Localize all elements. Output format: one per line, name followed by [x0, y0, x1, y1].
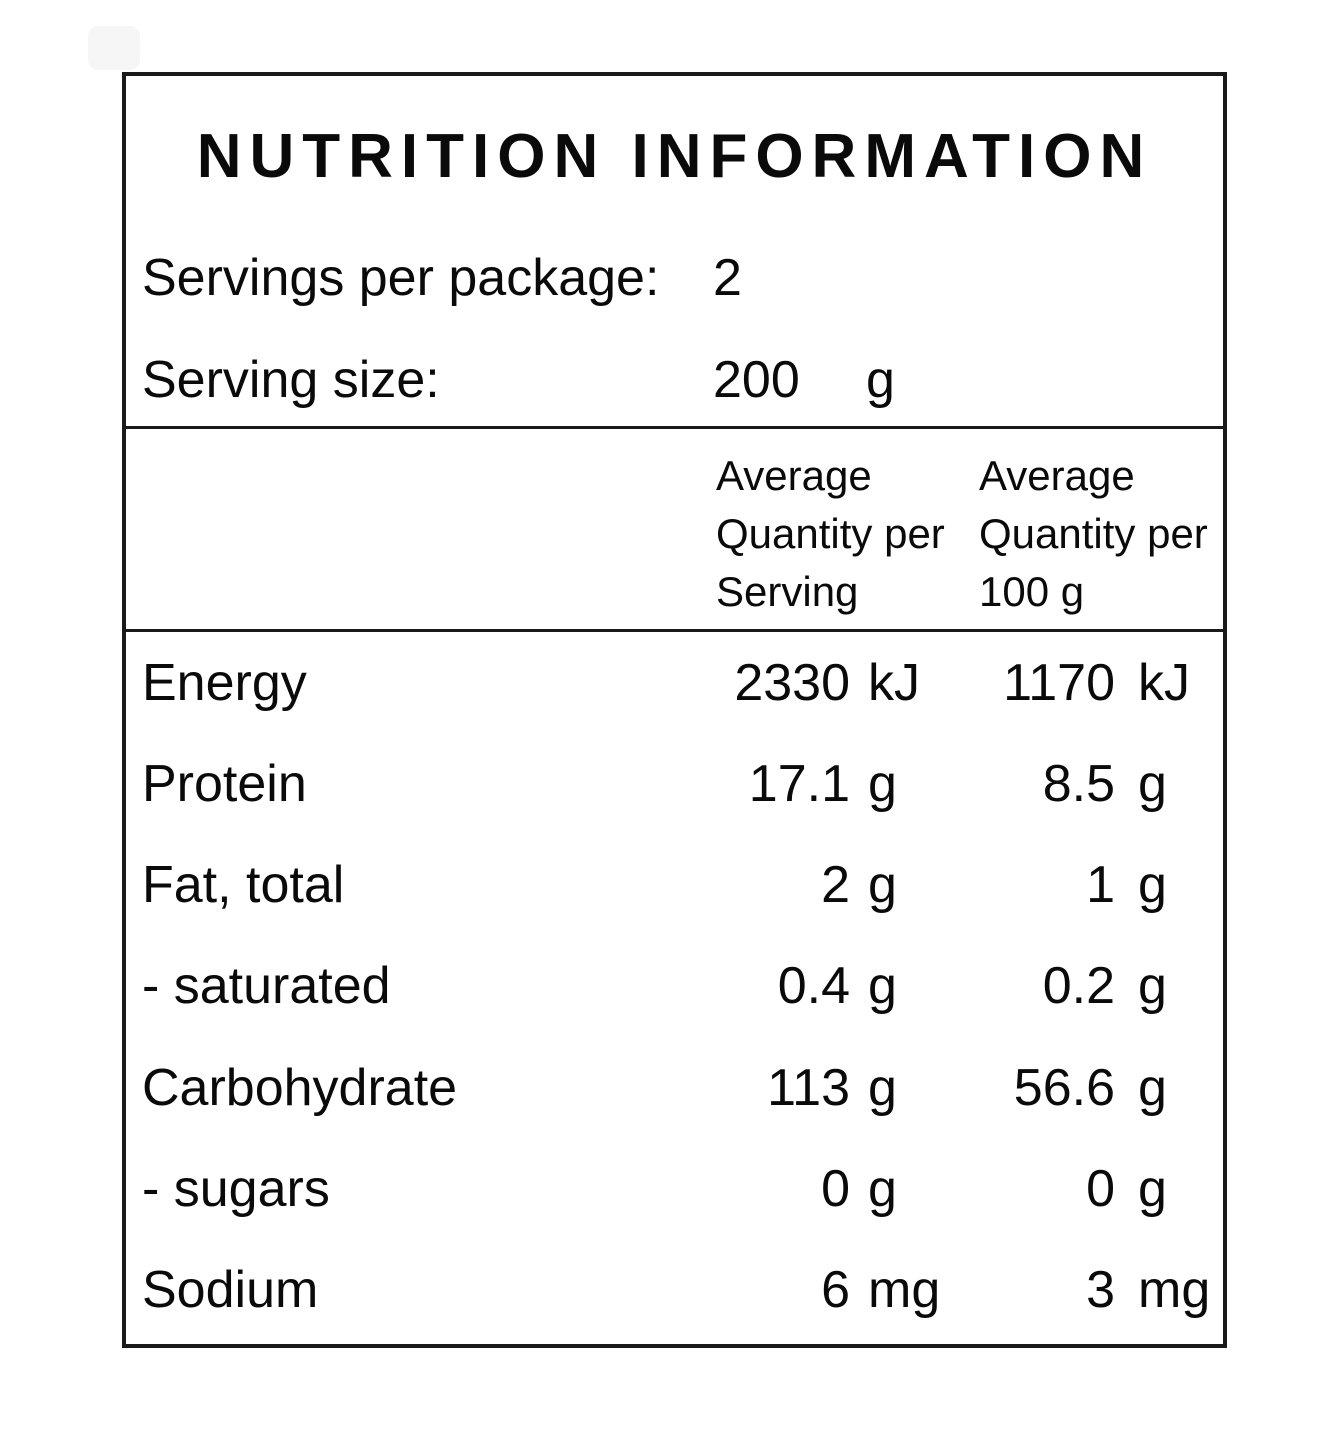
- serving-size-label: Serving size:: [142, 351, 440, 409]
- per-100g-unit: g: [1138, 1058, 1167, 1117]
- table-row-sugars: - sugars 0 g 0 g: [126, 1138, 1223, 1239]
- table-row-fat-total: Fat, total 2 g 1 g: [126, 835, 1223, 936]
- nutrient-name: - sugars: [142, 1160, 330, 1219]
- serving-size-row: Serving size: 200 g: [126, 352, 1223, 408]
- column-headers: Average Quantity per Serving Average Qua…: [126, 429, 1223, 632]
- per-serving-unit: g: [868, 856, 897, 915]
- per-100g-unit: mg: [1138, 1261, 1211, 1320]
- per-serving-unit: mg: [868, 1261, 941, 1320]
- per-100g-unit: g: [1138, 957, 1167, 1016]
- servings-per-package-value: 2: [713, 249, 742, 307]
- table-row-sodium: Sodium 6 mg 3 mg: [126, 1240, 1223, 1341]
- per-100g-value: 3: [1086, 1261, 1115, 1320]
- servings-per-package-label: Servings per package:: [142, 249, 660, 307]
- per-100g-value: 56.6: [1013, 1058, 1115, 1117]
- per-100g-value: 1170: [1003, 653, 1115, 712]
- per-100g-value: 0.2: [1042, 957, 1115, 1016]
- table-row-saturated: - saturated 0.4 g 0.2 g: [126, 936, 1223, 1037]
- per-serving-value: 6: [821, 1261, 850, 1320]
- per-serving-value: 2: [821, 856, 850, 915]
- per-serving-header-line2: Quantity per: [716, 510, 945, 557]
- nutrient-name: Fat, total: [142, 856, 345, 915]
- per-serving-header-line3: Serving: [716, 568, 859, 615]
- table-row-energy: Energy 2330 kJ 1170 kJ: [126, 632, 1223, 733]
- per-serving-value: 17.1: [748, 754, 850, 813]
- per-100g-header-line3: 100 g: [979, 568, 1085, 615]
- nutrient-name: - saturated: [142, 957, 391, 1016]
- nutrient-name: Energy: [142, 653, 307, 712]
- per-serving-value: 0: [821, 1160, 850, 1219]
- serving-size-value: 200: [713, 351, 800, 409]
- per-serving-value: 113: [767, 1058, 850, 1117]
- per-100g-unit: g: [1138, 856, 1167, 915]
- nutrient-rows: Energy 2330 kJ 1170 kJ Protein 17.1 g 8.…: [126, 632, 1223, 1341]
- table-row-protein: Protein 17.1 g 8.5 g: [126, 733, 1223, 834]
- per-serving-unit: kJ: [868, 653, 920, 712]
- per-serving-unit: g: [868, 1058, 897, 1117]
- panel-head-section: NUTRITION INFORMATION Servings per packa…: [126, 76, 1223, 429]
- per-100g-unit: g: [1138, 1160, 1167, 1219]
- per-serving-unit: g: [868, 754, 897, 813]
- servings-per-package-row: Servings per package: 2: [126, 250, 1223, 306]
- nutrient-name: Sodium: [142, 1261, 319, 1320]
- serving-size-unit: g: [866, 351, 895, 409]
- per-100g-unit: g: [1138, 754, 1167, 813]
- nutrient-name: Protein: [142, 754, 307, 813]
- per-serving-value: 0.4: [777, 957, 850, 1016]
- column-header-per-serving: Average Quantity per Serving: [716, 447, 979, 629]
- per-100g-value: 1: [1086, 856, 1115, 915]
- column-header-per-100g: Average Quantity per 100 g: [979, 447, 1223, 629]
- per-serving-header-line1: Average: [716, 452, 872, 499]
- per-100g-header-line2: Quantity per: [979, 510, 1208, 557]
- nutrition-information-panel: NUTRITION INFORMATION Servings per packa…: [122, 72, 1227, 1348]
- per-serving-unit: g: [868, 957, 897, 1016]
- per-100g-value: 8.5: [1042, 754, 1115, 813]
- table-row-carbohydrate: Carbohydrate 113 g 56.6 g: [126, 1037, 1223, 1138]
- paper-smudge: [88, 26, 140, 70]
- per-100g-header-line1: Average: [979, 452, 1135, 499]
- per-100g-value: 0: [1086, 1160, 1115, 1219]
- panel-title: NUTRITION INFORMATION: [196, 122, 1153, 191]
- per-serving-value: 2330: [734, 653, 850, 712]
- nutrient-name: Carbohydrate: [142, 1058, 458, 1117]
- per-serving-unit: g: [868, 1160, 897, 1219]
- per-100g-unit: kJ: [1138, 653, 1190, 712]
